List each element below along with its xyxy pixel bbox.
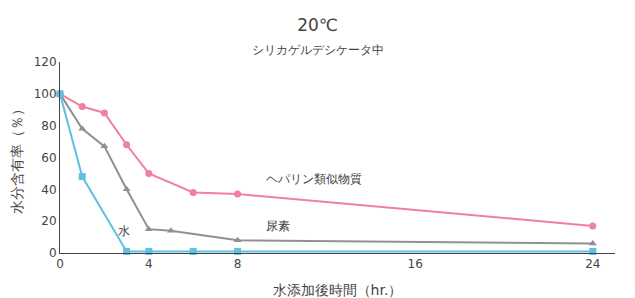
svg-text:24: 24: [585, 257, 600, 271]
svg-text:60: 60: [41, 151, 56, 165]
svg-text:ヘパリン類似物質: ヘパリン類似物質: [266, 172, 362, 186]
svg-text:シリカゲルデシケータ中: シリカゲルデシケータ中: [252, 43, 384, 57]
svg-text:水分含有率（％）: 水分含有率（％）: [9, 102, 25, 214]
svg-text:0: 0: [56, 257, 64, 271]
svg-text:20℃: 20℃: [297, 15, 338, 35]
svg-text:8: 8: [234, 257, 242, 271]
svg-text:尿素: 尿素: [266, 219, 290, 233]
svg-text:水添加後時間（hr.）: 水添加後時間（hr.）: [273, 282, 403, 298]
svg-text:水: 水: [118, 224, 130, 238]
svg-text:120: 120: [34, 55, 57, 69]
svg-text:40: 40: [41, 183, 56, 197]
svg-text:16: 16: [408, 257, 423, 271]
svg-text:4: 4: [145, 257, 153, 271]
svg-text:20: 20: [41, 214, 56, 228]
svg-text:80: 80: [41, 119, 56, 133]
svg-text:100: 100: [34, 87, 57, 101]
svg-text:0: 0: [49, 246, 57, 260]
